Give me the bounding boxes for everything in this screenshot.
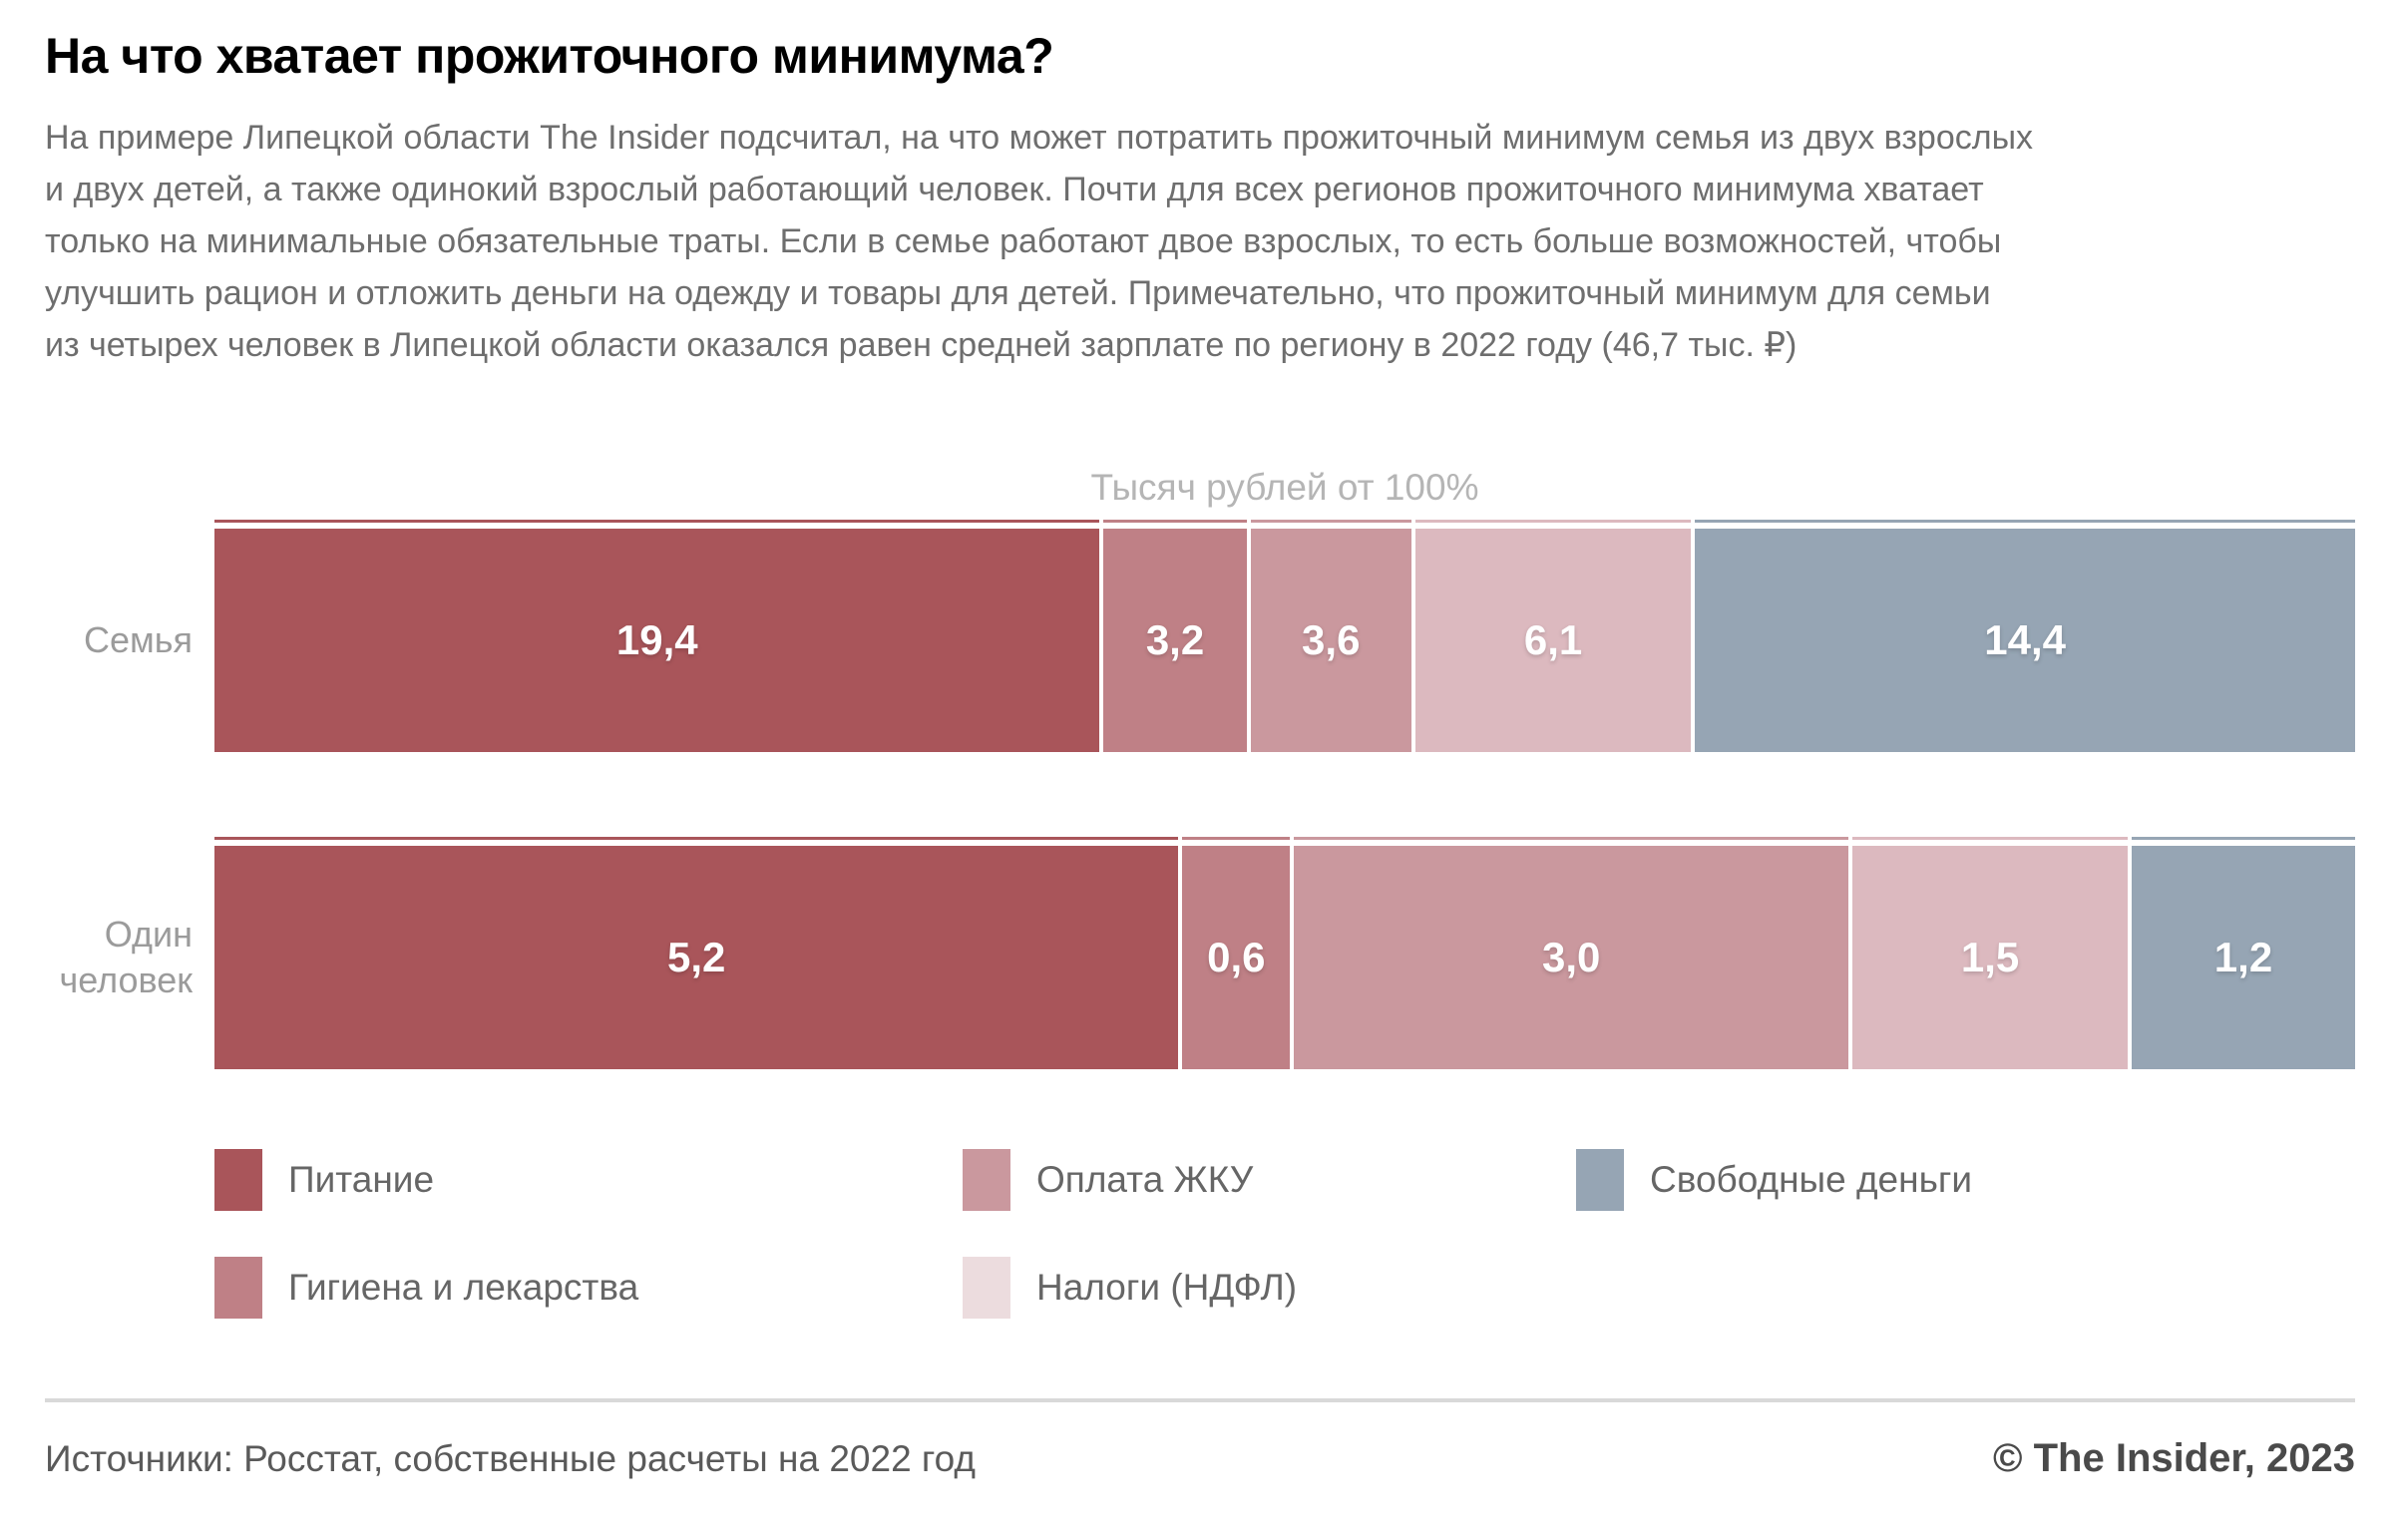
segment-value-label: 1,2 — [2213, 933, 2273, 980]
segment-value-label: 14,4 — [1984, 615, 2066, 663]
bar-segment-single-0: 5,2 — [214, 836, 1183, 1069]
segment-value-label: 1,5 — [1960, 933, 2020, 980]
segment-value-label: 6,1 — [1523, 615, 1583, 663]
bar-segment-single-3: 1,5 — [1852, 836, 2133, 1069]
segment-value-label: 3,2 — [1145, 615, 1205, 663]
bar-segment-family-2: 3,6 — [1250, 519, 1415, 752]
legend-item-1: Гигиена и лекарства — [214, 1256, 963, 1319]
segment-value-label: 0,6 — [1207, 933, 1266, 980]
segment-value-label: 19,4 — [615, 615, 698, 663]
legend-swatch — [963, 1148, 1010, 1211]
legend-item-4: Свободные деньги — [1576, 1148, 2355, 1211]
sources-note: Источники: Росстат, собственные расчеты … — [45, 1437, 976, 1479]
subtitle-line: и двух детей, а также одинокий взрослый … — [45, 170, 1984, 208]
stacked-bar-chart: Семья 19,4 3,2 3,6 6,1 14,4 Один человек 5,2… — [45, 519, 2355, 1069]
legend-label: Оплата ЖКУ — [1036, 1158, 1254, 1200]
segment-value-label: 5,2 — [666, 933, 726, 980]
bar-segment-single-2: 3,0 — [1294, 836, 1853, 1069]
segment-value-label: 3,6 — [1302, 615, 1361, 663]
bar-row-single-person: Один человек 5,2 0,6 3,0 1,5 1,2 — [45, 836, 2355, 1069]
legend-swatch — [963, 1256, 1010, 1319]
category-label-single-person: Один человек — [59, 913, 193, 1000]
bar-segment-family-1: 3,2 — [1103, 519, 1251, 752]
legend-label: Свободные деньги — [1650, 1158, 1973, 1200]
legend-label: Налоги (НДФЛ) — [1036, 1266, 1298, 1308]
legend-item-0: Питание — [214, 1148, 963, 1211]
segment-value-label: 3,0 — [1542, 933, 1601, 980]
infographic: На что хватает прожиточного минимума? На… — [45, 28, 2355, 1481]
bar-row-family: Семья 19,4 3,2 3,6 6,1 14,4 — [45, 519, 2355, 752]
subtitle-line: На примере Липецкой области The Insider … — [45, 118, 2034, 157]
legend: Питание Гигиена и лекарства Оплата ЖКУ Нало… — [214, 1148, 2355, 1319]
divider-line — [45, 1397, 2355, 1402]
footer: Источники: Росстат, собственные расчеты … — [45, 1436, 2355, 1481]
legend-label: Гигиена и лекарства — [288, 1266, 639, 1308]
subtitle-line: улучшить рацион и отложить деньги на оде… — [45, 273, 1991, 312]
bar-segment-single-1: 0,6 — [1182, 836, 1295, 1069]
legend-label: Питание — [288, 1158, 435, 1200]
legend-item-3: Налоги (НДФЛ) — [963, 1256, 1576, 1319]
axis-title: Тысяч рублей от 100% — [1090, 466, 1479, 508]
bar-segment-family-0: 19,4 — [214, 519, 1104, 752]
subtitle-line: только на минимальные обязательные траты… — [45, 221, 2002, 260]
bar-segment-family-4: 14,4 — [1695, 519, 2355, 752]
bar-single-person: 5,2 0,6 3,0 1,5 1,2 — [214, 836, 2355, 1069]
legend-item-2: Оплата ЖКУ — [963, 1148, 1576, 1211]
legend-swatch — [214, 1148, 262, 1211]
category-label-family: Семья — [83, 618, 193, 660]
subtitle: На примере Липецкой области The Insider … — [45, 112, 2355, 371]
legend-swatch — [214, 1256, 262, 1319]
subtitle-line: из четырех человек в Липецкой области ок… — [45, 325, 1798, 364]
bar-segment-single-4: 1,2 — [2132, 836, 2355, 1069]
bar-segment-family-3: 6,1 — [1414, 519, 1696, 752]
copyright: © The Insider, 2023 — [1993, 1435, 2355, 1480]
bar-family: 19,4 3,2 3,6 6,1 14,4 — [214, 519, 2355, 752]
legend-swatch — [1576, 1148, 1624, 1211]
page-title: На что хватает прожиточного минимума? — [45, 28, 1054, 84]
